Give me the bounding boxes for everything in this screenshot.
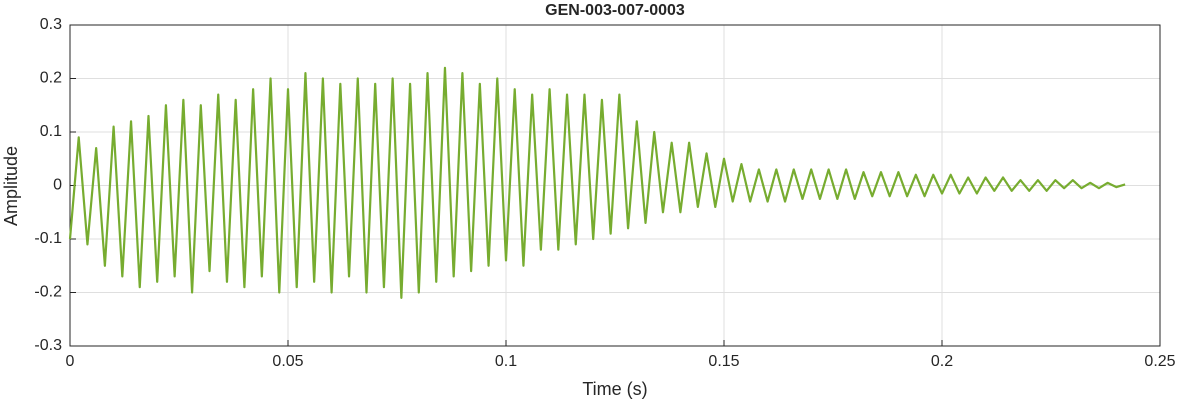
y-tick-label: 0.1 (40, 123, 62, 140)
y-tick-label: -0.1 (34, 230, 62, 247)
chart-title: GEN-003-007-0003 (545, 2, 685, 19)
y-tick-label: -0.3 (34, 337, 62, 354)
plot-frame (69, 24, 1161, 347)
y-tick-label: -0.2 (34, 284, 62, 301)
y-tick-label: 0 (53, 177, 62, 194)
waveform-line (68, 66, 1126, 299)
x-axis-label: Time (s) (582, 379, 647, 399)
x-tick-label: 0.05 (272, 353, 303, 370)
x-tick-label: 0.25 (1144, 353, 1175, 370)
x-tick-label: 0.15 (708, 353, 739, 370)
x-tick-label: 0 (66, 353, 75, 370)
x-tick-label: 0.2 (931, 353, 953, 370)
x-tick-label: 0.1 (495, 353, 517, 370)
y-tick-label: 0.2 (40, 70, 62, 87)
y-tick-label: 0.3 (40, 16, 62, 33)
y-axis-label: Amplitude (1, 146, 21, 226)
